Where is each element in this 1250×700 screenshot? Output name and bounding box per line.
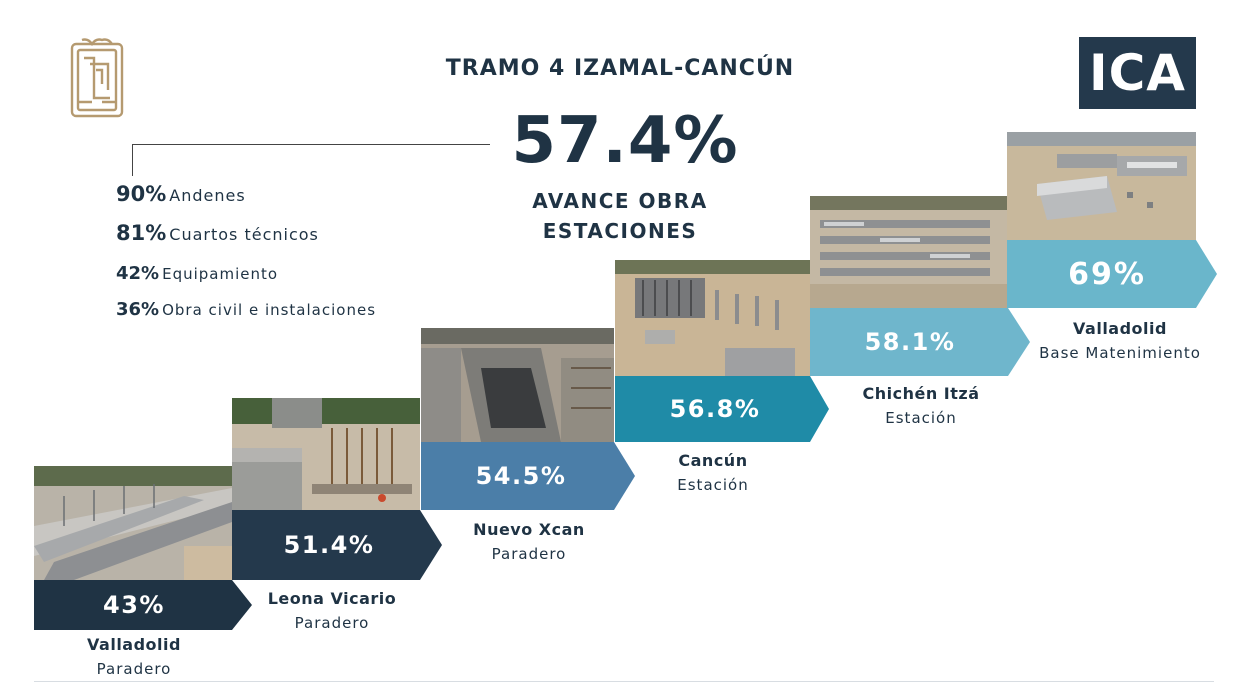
metric-obra-civil: 36% Obra civil e instalaciones bbox=[116, 299, 376, 320]
overall-label-line2: ESTACIONES bbox=[542, 219, 698, 243]
station-name: Cancún bbox=[678, 451, 748, 470]
station-arrow-cancun bbox=[615, 376, 831, 446]
station-percent: 51.4% bbox=[283, 531, 375, 559]
station-caption: Valladolid Base Matenimiento bbox=[1007, 316, 1233, 366]
station-percent: 69% bbox=[1068, 256, 1146, 292]
station-photo-chichen-itza bbox=[810, 196, 1008, 308]
metric-label: Equipamiento bbox=[162, 265, 279, 283]
station-name: Nuevo Xcan bbox=[473, 520, 585, 539]
overall-label: AVANCE OBRA ESTACIONES bbox=[470, 186, 770, 246]
station-photo-leona-vicario bbox=[232, 398, 420, 510]
maya-glyph-logo bbox=[68, 36, 126, 120]
metric-percent: 36% bbox=[116, 299, 160, 320]
station-type: Base Matenimiento bbox=[1039, 344, 1201, 362]
station-type: Estación bbox=[885, 409, 957, 427]
station-caption: Leona Vicario Paradero bbox=[232, 586, 432, 636]
metric-andenes: 90% Andenes bbox=[116, 182, 246, 206]
station-name: Valladolid bbox=[87, 635, 181, 654]
metric-percent: 90% bbox=[116, 182, 167, 206]
station-percent: 56.8% bbox=[669, 395, 761, 423]
station-type: Paradero bbox=[96, 660, 172, 678]
station-name: Valladolid bbox=[1073, 319, 1167, 338]
station-name: Leona Vicario bbox=[267, 589, 397, 608]
station-type: Estación bbox=[677, 476, 749, 494]
station-type: Paradero bbox=[294, 614, 370, 632]
station-caption: Nuevo Xcan Paradero bbox=[421, 517, 637, 567]
station-caption: Chichén Itzá Estación bbox=[810, 381, 1032, 431]
station-photo-cancun bbox=[615, 260, 810, 376]
metric-percent: 81% bbox=[116, 221, 167, 245]
ica-logo: ICA bbox=[1079, 37, 1196, 109]
station-photo-nuevo-xcan bbox=[421, 328, 614, 442]
metric-percent: 42% bbox=[116, 263, 160, 284]
station-percent: 58.1% bbox=[864, 328, 956, 356]
metric-label: Cuartos técnicos bbox=[169, 225, 319, 244]
bracket-line-horizontal bbox=[132, 144, 490, 145]
station-caption: Valladolid Paradero bbox=[34, 632, 234, 682]
station-percent: 43% bbox=[103, 591, 165, 619]
station-arrow-nuevo-xcan bbox=[421, 442, 637, 514]
station-photo-valladolid-paradero bbox=[34, 466, 232, 580]
station-caption: Cancún Estación bbox=[615, 448, 811, 498]
station-photo-valladolid-base bbox=[1007, 132, 1196, 240]
metric-equipamiento: 42% Equipamiento bbox=[116, 263, 278, 284]
station-arrow-valladolid-paradero bbox=[34, 580, 254, 634]
overall-percent: 57.4% bbox=[511, 104, 739, 178]
bracket-line-vertical bbox=[132, 144, 133, 176]
station-percent: 54.5% bbox=[475, 462, 567, 490]
metric-cuartos-tecnicos: 81% Cuartos técnicos bbox=[116, 221, 319, 245]
page-title: TRAMO 4 IZAMAL-CANCÚN bbox=[445, 56, 795, 81]
footer-divider bbox=[34, 681, 1214, 682]
station-type: Paradero bbox=[491, 545, 567, 563]
station-arrow-valladolid-base bbox=[1007, 240, 1219, 312]
metric-label: Andenes bbox=[169, 186, 246, 205]
metric-label: Obra civil e instalaciones bbox=[162, 301, 377, 319]
station-arrow-leona-vicario bbox=[232, 510, 444, 584]
overall-label-line1: AVANCE OBRA bbox=[532, 189, 708, 213]
station-arrow-chichen-itza bbox=[810, 308, 1032, 380]
station-name: Chichén Itzá bbox=[862, 384, 980, 403]
